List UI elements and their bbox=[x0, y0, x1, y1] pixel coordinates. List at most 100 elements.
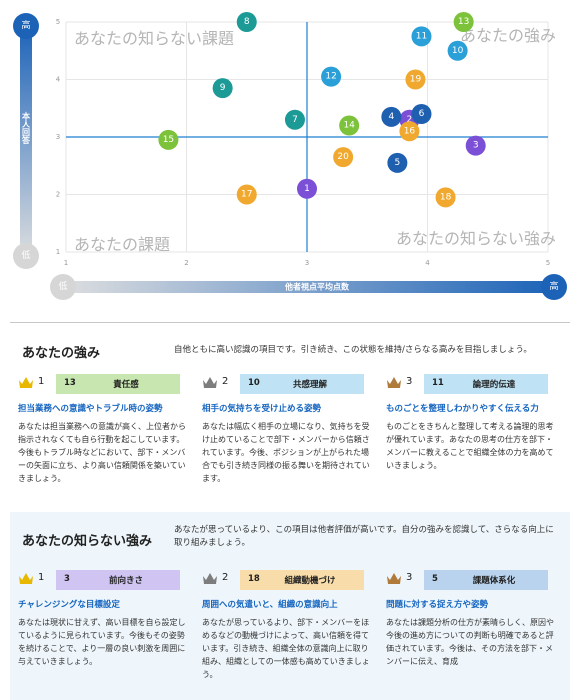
data-point-6 bbox=[411, 104, 432, 124]
crown-icon bbox=[19, 573, 33, 584]
y-low-circle bbox=[13, 243, 39, 269]
y-high-circle bbox=[13, 13, 39, 39]
y-axis-label: 本人回答 bbox=[21, 111, 31, 145]
quadrant-label-bottom-left: あなたの課題 bbox=[74, 235, 170, 254]
data-point-1 bbox=[297, 178, 317, 199]
y-tick-label: 5 bbox=[56, 18, 60, 26]
card-heading: 問題に対する捉え方や姿勢 bbox=[386, 600, 489, 610]
item-number: 3 bbox=[64, 574, 70, 584]
quadrant-label-bottom-right: あなたの知らない強み bbox=[396, 229, 556, 248]
x-axis-bar bbox=[55, 281, 555, 293]
strengths-section: あなたの強み 自他ともに高い認識の項目です。引き続き、この状態を維持/さらなる高… bbox=[10, 330, 570, 500]
x-low-circle bbox=[50, 274, 76, 300]
item-label: 課題体系化 bbox=[472, 576, 516, 586]
x-tick-label: 4 bbox=[425, 259, 430, 267]
item-label: 組織動機づけ bbox=[284, 576, 336, 586]
x-tick-label: 2 bbox=[184, 259, 188, 267]
rank-number: 1 bbox=[38, 376, 45, 387]
data-point-label-12: 12 bbox=[325, 72, 336, 82]
data-point-label-15: 15 bbox=[163, 135, 174, 145]
data-point-16 bbox=[399, 121, 420, 142]
item-label: 責任感 bbox=[113, 380, 139, 390]
data-point-label-10: 10 bbox=[452, 46, 464, 56]
card-body: ものごとをきちんと整理して考える論理的思考が優れています。あなたの思考の仕方を部… bbox=[386, 422, 554, 470]
item-badge: 5 課題体系化 bbox=[424, 570, 548, 590]
data-point-label-11: 11 bbox=[416, 31, 427, 41]
data-point-3 bbox=[465, 135, 486, 156]
item-label: 共感理解 bbox=[292, 380, 327, 390]
card-heading: ものごとを整理しわかりやすく伝える力 bbox=[386, 404, 539, 414]
y-tick-label: 4 bbox=[56, 76, 61, 84]
data-point-18 bbox=[435, 187, 456, 208]
data-point-label-13: 13 bbox=[458, 17, 469, 27]
item-number: 5 bbox=[432, 574, 438, 584]
rank-number: 1 bbox=[38, 572, 45, 583]
y-tick-label: 1 bbox=[56, 248, 60, 256]
data-point-label-19: 19 bbox=[410, 75, 422, 85]
data-point-12 bbox=[321, 66, 342, 87]
item-badge: 18 組織動機づけ bbox=[240, 570, 364, 590]
item-number: 10 bbox=[248, 378, 260, 388]
data-point-label-18: 18 bbox=[440, 192, 452, 202]
crown-icon bbox=[203, 377, 217, 388]
scatter-plot-svg: 高 低 本人回答 低 高 他者視点平均点数 1 2 3 4 512345あなたの知らない… bbox=[13, 12, 567, 300]
rank-number: 2 bbox=[222, 376, 229, 387]
quadrant-label-top-left: あなたの知らない課題 bbox=[74, 29, 234, 48]
data-point-5 bbox=[387, 152, 408, 173]
crown-icon bbox=[387, 573, 401, 584]
data-point-label-1: 1 bbox=[304, 184, 310, 194]
data-point-label-5: 5 bbox=[395, 158, 401, 168]
crown-icon bbox=[387, 377, 401, 388]
item-label: 前向きさ bbox=[108, 576, 143, 586]
crown-icon bbox=[203, 573, 217, 584]
data-point-17 bbox=[236, 184, 257, 205]
card-body: あなたは幅広く相手の立場になり、気持ちを受け止めていることで部下・メンバーから信… bbox=[202, 422, 370, 483]
data-point-19 bbox=[405, 69, 426, 90]
quadrant-label-top-right: あなたの強み bbox=[460, 26, 556, 45]
data-point-9 bbox=[212, 78, 233, 99]
data-point-label-7: 7 bbox=[292, 115, 298, 125]
x-tick-label: 3 bbox=[305, 259, 309, 267]
item-badge: 11 論理的伝達 bbox=[424, 374, 548, 394]
x-high-label: 高 bbox=[549, 280, 558, 292]
card-heading: 周囲への気遣いと、組織の意識向上 bbox=[202, 600, 338, 610]
data-point-label-6: 6 bbox=[419, 109, 425, 119]
data-point-label-16: 16 bbox=[404, 126, 416, 136]
data-point-label-14: 14 bbox=[343, 121, 355, 131]
item-label: 論理的伝達 bbox=[472, 380, 516, 390]
hidden-strengths-title: あなたの知らない強み bbox=[22, 534, 153, 549]
card-heading: チャレンジングな目標設定 bbox=[18, 600, 120, 610]
y-high-label: 高 bbox=[21, 19, 30, 31]
data-point-label-20: 20 bbox=[337, 152, 349, 162]
card-body: あなたが思っているより、部下・メンバーをほめるなどの動機づけによって、高い信頼を… bbox=[202, 618, 370, 679]
card-body: あなたは現状に甘えず、高い目標を自ら設定しているように見られています。今後もその… bbox=[18, 618, 186, 666]
data-point-label-4: 4 bbox=[388, 112, 394, 122]
x-tick-label: 5 bbox=[546, 259, 550, 267]
item-number: 18 bbox=[248, 574, 260, 584]
data-point-label-9: 9 bbox=[220, 83, 226, 93]
rank-number: 2 bbox=[222, 572, 229, 583]
y-tick-label: 2 bbox=[56, 191, 60, 199]
data-point-13 bbox=[453, 12, 474, 32]
strengths-title: あなたの強み bbox=[22, 346, 101, 361]
data-point-label-2: 2 bbox=[407, 115, 413, 125]
card-heading: 担当業務への意識やトラブル時の姿勢 bbox=[18, 404, 163, 414]
x-tick-label: 1 bbox=[64, 259, 68, 267]
data-point-label-17: 17 bbox=[241, 190, 252, 200]
x-high-circle bbox=[541, 274, 567, 300]
matrix-chart: 高 低 本人回答 低 高 他者視点平均点数 1 2 3 4 5 1 2 3 4 5 あなたの知らない… bbox=[0, 0, 580, 310]
data-point-14 bbox=[339, 115, 360, 136]
rank-number: 3 bbox=[406, 572, 413, 583]
data-point-8 bbox=[236, 12, 257, 32]
data-point-10 bbox=[447, 40, 468, 61]
item-number: 11 bbox=[432, 378, 444, 388]
crown-icon bbox=[19, 377, 33, 388]
data-point-20 bbox=[333, 147, 354, 168]
y-axis-bar bbox=[20, 24, 32, 262]
item-number: 13 bbox=[64, 378, 76, 388]
data-point-7 bbox=[284, 109, 305, 130]
data-point-4 bbox=[381, 106, 402, 127]
card-body: あなたは担当業務への意識が高く、上位者から指示されなくても自ら行動を起こしていま… bbox=[18, 422, 186, 483]
data-point-11 bbox=[411, 26, 432, 47]
